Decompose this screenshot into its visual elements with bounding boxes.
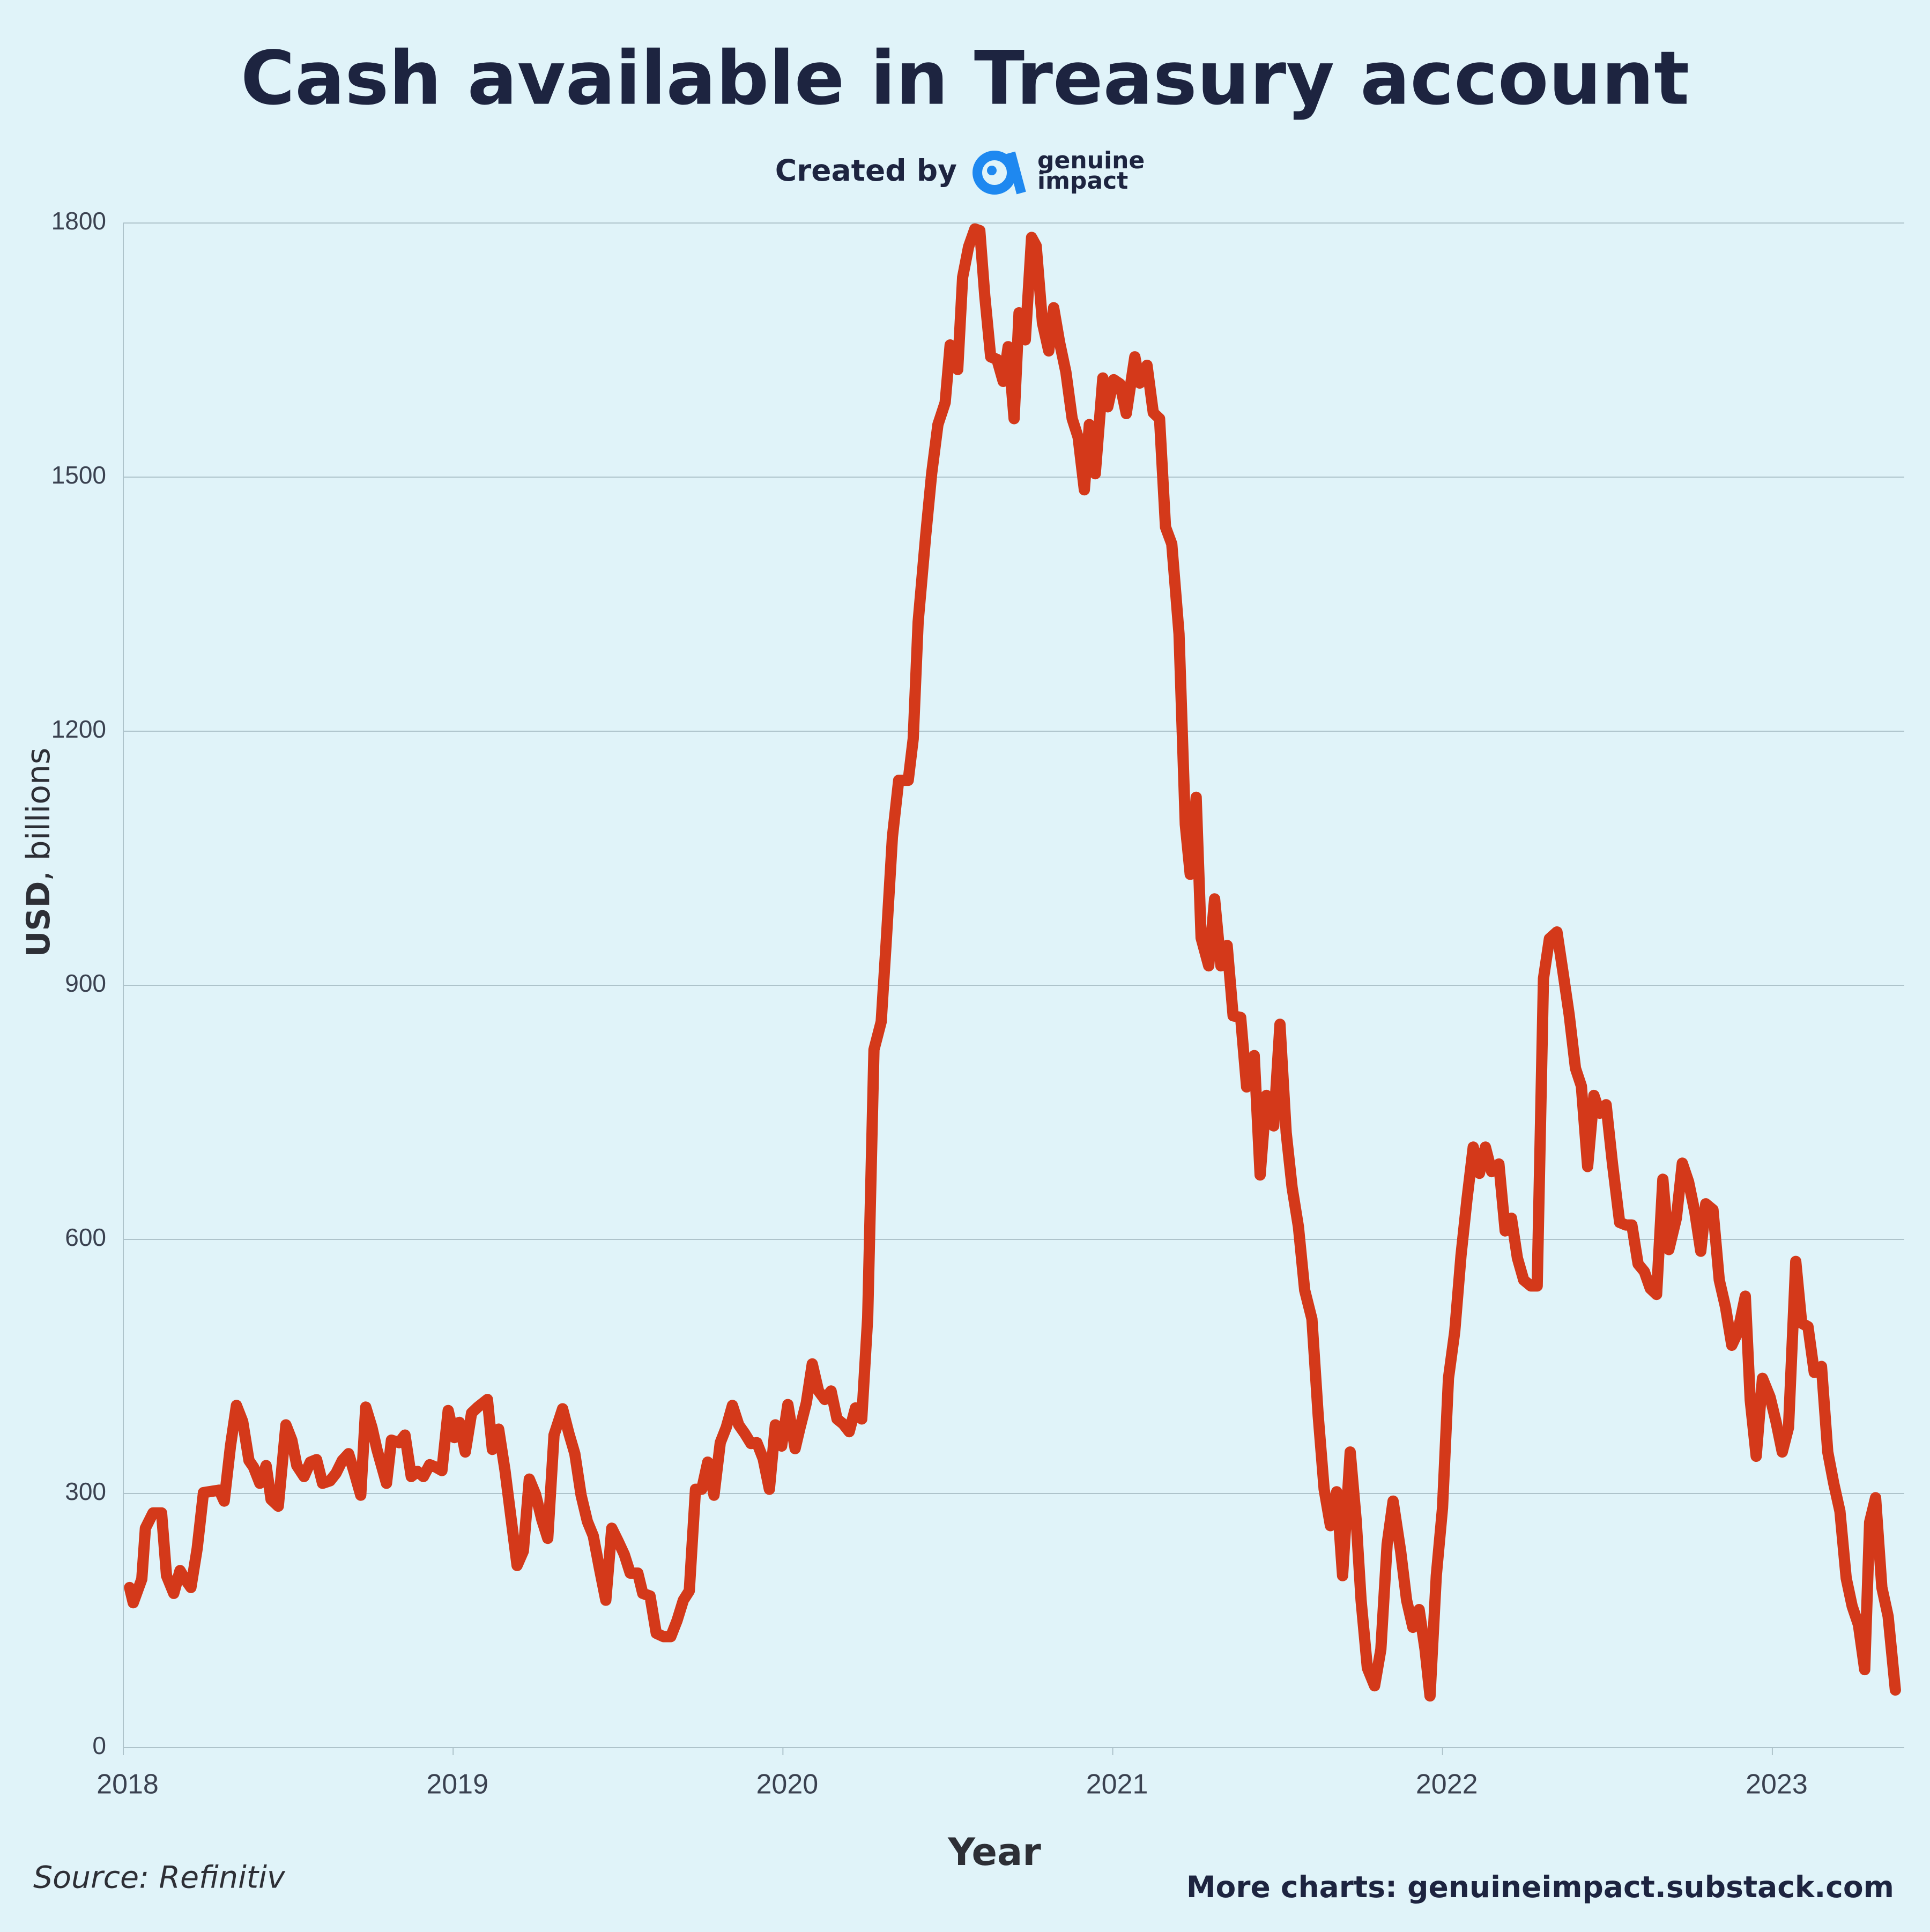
y-axis-text: , billions	[20, 748, 57, 881]
brand-name: impact	[1037, 167, 1128, 195]
x-tick-label: 2023	[1746, 1769, 1808, 1800]
y-axis-unit: USD	[20, 881, 57, 957]
source: Source: Refinitiv	[33, 1860, 286, 1896]
x-tick-label: 2018	[96, 1769, 159, 1800]
x-tick-label: 2020	[756, 1769, 819, 1800]
created-by: Created by	[775, 153, 957, 188]
x-tick-label: 2021	[1086, 1769, 1148, 1800]
brand-name: genuine	[1037, 147, 1145, 174]
logo-tail	[1006, 151, 1026, 195]
x-tick-label: 2019	[426, 1769, 488, 1800]
x-axis-label: Year	[947, 1830, 1041, 1874]
logo-dot	[987, 166, 997, 175]
y-tick-label: 0	[92, 1732, 106, 1759]
y-tick-label: 1200	[51, 715, 106, 743]
x-tick-label: 2022	[1416, 1769, 1478, 1800]
y-tick-label: 1500	[51, 461, 106, 489]
brand-logo	[973, 151, 1026, 195]
data-line	[124, 223, 1901, 1702]
footer: More charts: genuineimpact.substack.com	[1186, 1870, 1894, 1904]
y-tick-label: 900	[65, 969, 106, 997]
y-tick-label: 600	[65, 1223, 106, 1251]
chart-title: Cash available in Treasury account	[241, 35, 1689, 122]
y-tick-label: 300	[65, 1477, 106, 1505]
y-axis-label: USD, billions	[20, 748, 57, 957]
y-tick-label: 1800	[51, 207, 106, 235]
